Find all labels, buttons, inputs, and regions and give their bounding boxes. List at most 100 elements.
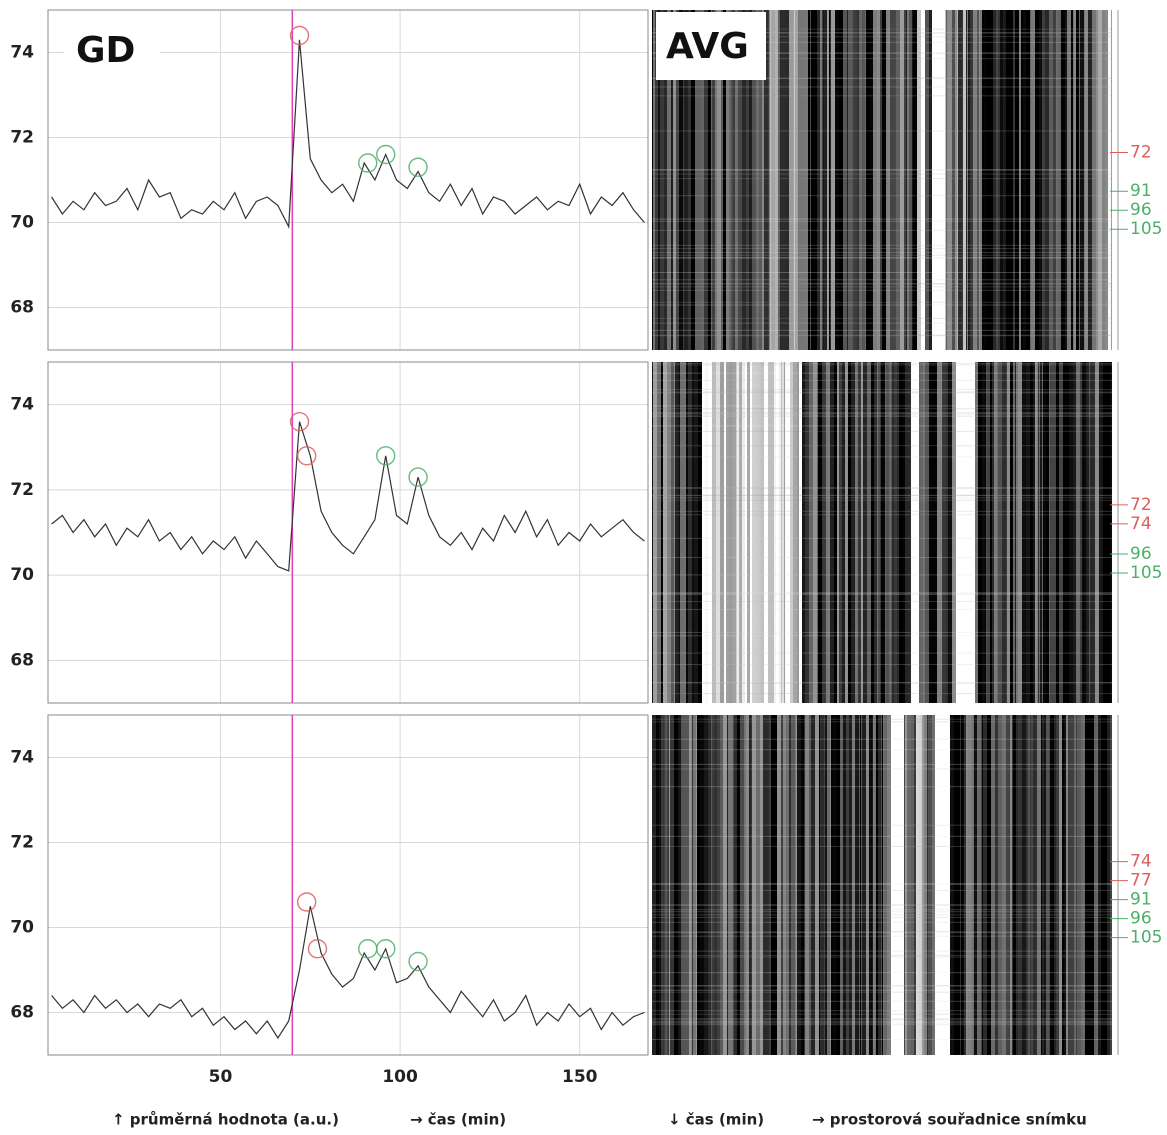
kymograph-stripe — [1030, 10, 1031, 350]
kymograph-stripe — [759, 362, 761, 703]
kymograph-stripe — [1111, 362, 1112, 703]
kymograph-stripe — [661, 362, 663, 703]
kymograph-stripe — [894, 362, 897, 703]
kymograph-stripe — [882, 715, 883, 1055]
kymograph-stripe — [823, 10, 824, 350]
kymograph-stripe — [830, 10, 831, 350]
kymograph-stripe — [735, 10, 738, 350]
kymograph-stripe — [985, 362, 986, 703]
kymograph-stripe — [829, 10, 830, 350]
kymograph-stripe — [975, 362, 978, 703]
y-tick-label: 68 — [10, 650, 34, 670]
kymograph-stripe — [686, 362, 688, 703]
kymograph-speckle — [652, 130, 1112, 132]
kymograph-stripe — [1039, 10, 1042, 350]
kymograph-stripe — [1035, 10, 1039, 350]
kymograph-stripe — [752, 715, 756, 1055]
kymograph-speckle — [652, 824, 1112, 826]
kymograph-stripe — [809, 715, 811, 1055]
kymograph-stripe — [1065, 362, 1068, 703]
kymograph-stripe — [862, 715, 866, 1055]
kymograph-stripe — [1015, 10, 1019, 350]
peak-label: 105 — [1130, 219, 1162, 239]
kymograph-stripe — [1090, 362, 1094, 703]
kymograph-stripe — [903, 362, 905, 703]
kymograph-stripe — [970, 10, 973, 350]
kymograph-stripe — [1073, 362, 1076, 703]
peak-label: 77 — [1130, 871, 1152, 891]
kymograph-stripe — [1053, 362, 1056, 703]
kymograph-speckle — [652, 768, 1112, 770]
kymograph-speckle — [652, 95, 1112, 97]
kymograph-speckle — [652, 41, 1112, 43]
kymograph-speckle — [652, 932, 1112, 934]
kymograph-stripe — [963, 715, 964, 1055]
kymograph-stripe — [925, 10, 929, 350]
kymograph-speckle — [652, 488, 1112, 490]
kymograph-speckle — [652, 1018, 1112, 1020]
kymograph-stripe — [938, 715, 941, 1055]
kymograph-stripe — [954, 715, 957, 1055]
peak-marker — [358, 153, 378, 173]
kymograph-stripe — [950, 715, 954, 1055]
peak-marker — [296, 892, 317, 912]
kymograph-stripe — [736, 362, 737, 703]
kymograph-stripe — [898, 715, 902, 1055]
kymograph-stripe — [708, 362, 712, 703]
kymograph-stripe — [941, 10, 945, 350]
kymograph-stripe — [890, 10, 893, 350]
kymograph-speckle — [652, 950, 1112, 952]
kymograph-stripe — [824, 715, 825, 1055]
kymograph-stripe — [1062, 715, 1064, 1055]
kymograph-stripe — [1074, 715, 1076, 1055]
kymograph-stripe — [759, 10, 762, 350]
kymograph-stripe — [720, 362, 724, 703]
kymograph-stripe — [822, 10, 823, 350]
kymograph-stripe — [696, 715, 697, 1055]
kymograph-stripe — [1077, 715, 1081, 1055]
kymograph-stripe — [919, 715, 922, 1055]
peak-marker — [376, 144, 396, 165]
kymograph-stripe — [945, 10, 946, 350]
kymograph-stripe — [1102, 10, 1105, 350]
kymograph-stripe — [756, 715, 760, 1055]
kymograph-stripe — [708, 10, 711, 350]
kymograph-speckle — [652, 282, 1112, 284]
kymograph-speckle — [652, 593, 1112, 595]
kymograph-stripe — [667, 362, 671, 703]
kymograph-stripe — [762, 10, 764, 350]
kymograph-stripe — [746, 715, 749, 1055]
kymograph-stripe — [667, 10, 671, 350]
kymograph-stripe — [668, 715, 669, 1055]
kymograph-stripe — [1042, 715, 1044, 1055]
peak-marker — [296, 446, 317, 466]
kymograph-stripe — [1026, 10, 1030, 350]
kymograph-stripe — [1046, 715, 1049, 1055]
kymograph-speckle — [652, 682, 1112, 684]
kymograph-speckle — [652, 322, 1112, 324]
kymograph-stripe — [664, 10, 667, 350]
kymograph-speckle — [652, 1013, 1112, 1015]
kymograph-speckle — [652, 178, 1112, 180]
kymograph-speckle — [652, 718, 1112, 720]
kymograph-stripe — [1110, 362, 1111, 703]
kymograph-stripe — [1061, 10, 1065, 350]
kymograph-stripe — [808, 10, 810, 350]
kymograph-stripe — [1090, 715, 1094, 1055]
kymograph-stripe — [1040, 362, 1042, 703]
kymograph-stripe — [1043, 362, 1046, 703]
kymograph-speckle — [652, 537, 1112, 539]
kymograph-stripe — [966, 362, 968, 703]
kymograph-stripe — [783, 715, 786, 1055]
kymograph-stripe — [957, 362, 960, 703]
kymograph-stripe — [1054, 715, 1056, 1055]
kymograph-stripe — [820, 715, 824, 1055]
kymograph-stripe — [782, 362, 784, 703]
kymograph-stripe — [1107, 715, 1110, 1055]
kymograph-speckle — [652, 408, 1112, 410]
kymograph-stripe — [884, 715, 887, 1055]
kymograph-stripe — [1096, 715, 1098, 1055]
kymograph-stripe — [789, 715, 791, 1055]
kymograph-stripe — [919, 362, 920, 703]
kymograph-stripe — [1022, 715, 1026, 1055]
